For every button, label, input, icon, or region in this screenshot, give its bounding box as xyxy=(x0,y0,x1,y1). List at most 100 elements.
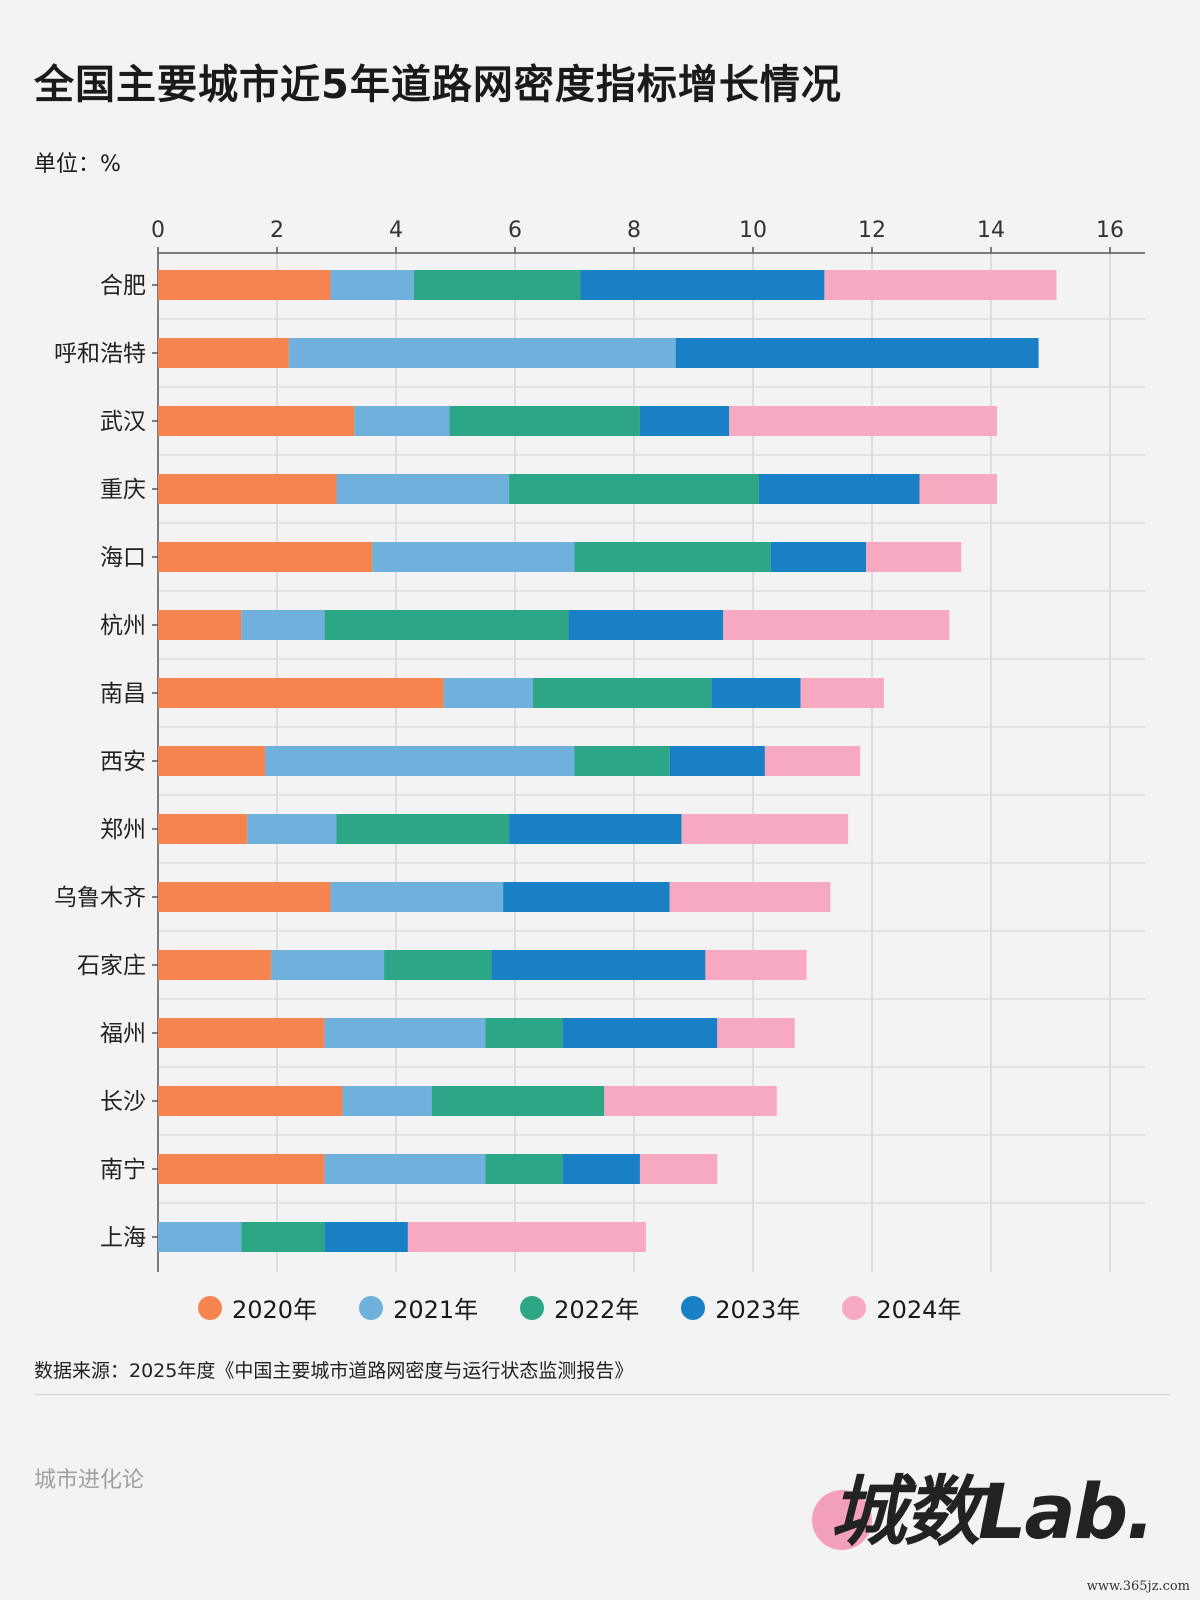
bar-segment xyxy=(158,406,355,436)
bar-segment xyxy=(491,950,706,980)
bar-segment xyxy=(770,542,867,572)
bar-segment xyxy=(158,610,242,640)
legend-item: 2020年 xyxy=(198,1290,317,1325)
bar-segment xyxy=(574,746,670,776)
bar-segment xyxy=(330,882,504,912)
bar-segment xyxy=(158,1018,325,1048)
bar-segment xyxy=(158,474,337,504)
bar-segment xyxy=(265,746,575,776)
bar-segment xyxy=(336,814,510,844)
bar-segment xyxy=(324,1018,486,1048)
legend-swatch xyxy=(359,1295,384,1320)
bar-segment xyxy=(336,474,510,504)
x-tick-label: 4 xyxy=(389,218,403,243)
legend-item: 2021年 xyxy=(359,1290,478,1325)
bar-segment xyxy=(158,814,248,844)
bar-segment xyxy=(158,1086,343,1116)
bar-segment xyxy=(158,950,272,980)
bar-segment xyxy=(711,678,801,708)
brand-name: 城市进化论 xyxy=(34,1468,145,1493)
bar-segment xyxy=(158,1222,242,1252)
category-label: 长沙 xyxy=(100,1089,146,1115)
bar-segment xyxy=(669,882,831,912)
bar-segment xyxy=(503,882,670,912)
bar-segment xyxy=(271,950,385,980)
category-label: 武汉 xyxy=(100,409,146,435)
bar-segment xyxy=(824,270,1057,300)
category-label: 海口 xyxy=(100,545,146,571)
category-label: 西安 xyxy=(100,749,146,775)
x-tick-label: 6 xyxy=(508,218,522,243)
bar-segment xyxy=(717,1018,795,1048)
bar-segment xyxy=(568,610,724,640)
bar-segment xyxy=(431,1086,605,1116)
bar-segment xyxy=(384,950,492,980)
bar-segment xyxy=(324,1222,408,1252)
bar-segment xyxy=(639,1154,718,1184)
category-label: 重庆 xyxy=(100,477,146,503)
x-tick-label: 2 xyxy=(270,218,284,243)
legend-swatch xyxy=(198,1295,222,1320)
bar-segment xyxy=(675,338,1039,368)
x-tick-label: 14 xyxy=(977,218,1005,243)
category-label: 杭州 xyxy=(100,613,146,639)
category-label: 上海 xyxy=(100,1225,146,1251)
bar-segment xyxy=(485,1154,563,1184)
bar-segment xyxy=(866,542,962,572)
category-label: 呼和浩特 xyxy=(54,341,146,367)
x-tick-label: 12 xyxy=(858,218,886,243)
data-source: 数据来源：2025年度《中国主要城市道路网密度与运行状态监测报告》 xyxy=(34,1360,634,1382)
bar-segment xyxy=(485,1018,563,1048)
bar-segment xyxy=(562,1018,718,1048)
legend-item: 2024年 xyxy=(842,1290,961,1325)
category-label: 乌鲁木齐 xyxy=(54,885,146,911)
legend-item: 2023年 xyxy=(681,1290,800,1325)
x-tick-label: 0 xyxy=(151,218,165,243)
divider xyxy=(34,1394,1170,1395)
category-label: 石家庄 xyxy=(77,953,146,979)
category-label: 郑州 xyxy=(100,817,146,843)
bar-segment xyxy=(241,1222,325,1252)
bar-segment xyxy=(723,610,950,640)
x-tick-label: 8 xyxy=(627,218,641,243)
bar-segment xyxy=(158,542,373,572)
legend-label: 2020年 xyxy=(232,1296,318,1324)
bar-segment xyxy=(413,270,581,300)
logo-text: 城数Lab. xyxy=(830,1467,1155,1556)
legend-item: 2022年 xyxy=(520,1290,639,1325)
legend-swatch xyxy=(681,1295,706,1320)
site-watermark: www.365jz.com xyxy=(1086,1579,1190,1594)
bar-segment xyxy=(574,542,771,572)
bar-segment xyxy=(639,406,730,436)
bar-segment xyxy=(241,610,325,640)
bar-segment xyxy=(729,406,997,436)
category-label: 南昌 xyxy=(100,681,146,707)
x-tick-label: 10 xyxy=(739,218,767,243)
unit-label: 单位：% xyxy=(34,152,121,177)
bar-segment xyxy=(509,474,759,504)
bar-segment xyxy=(330,270,414,300)
category-label: 合肥 xyxy=(100,273,146,299)
bar-segment xyxy=(443,678,533,708)
bar-segment xyxy=(681,814,849,844)
bar-segment xyxy=(354,406,450,436)
legend-swatch xyxy=(842,1295,867,1320)
bar-segment xyxy=(158,678,444,708)
bar-segment xyxy=(158,338,289,368)
bar-segment xyxy=(580,270,825,300)
bar-segment xyxy=(800,678,884,708)
bar-segment xyxy=(324,1154,486,1184)
bar-segment xyxy=(604,1086,777,1116)
bar-segment xyxy=(158,270,331,300)
legend-swatch xyxy=(520,1295,545,1320)
stacked-bar-chart: 0 2 4 6 8 10 12 14 16 合肥呼和浩特武汉重庆海口杭州南昌西安郑州乌鲁木齐石家庄… xyxy=(54,218,1145,1272)
bar-segment xyxy=(288,338,676,368)
logo-circle xyxy=(812,1490,872,1550)
category-label: 南宁 xyxy=(100,1157,146,1183)
legend: 2020年 2021年 2022年 2023年 2024年 xyxy=(198,1290,961,1325)
bar-segment xyxy=(758,474,920,504)
logo: 城数Lab. xyxy=(812,1450,1190,1560)
bar-segment xyxy=(532,678,712,708)
bar-segment xyxy=(158,746,266,776)
bar-segment xyxy=(562,1154,640,1184)
